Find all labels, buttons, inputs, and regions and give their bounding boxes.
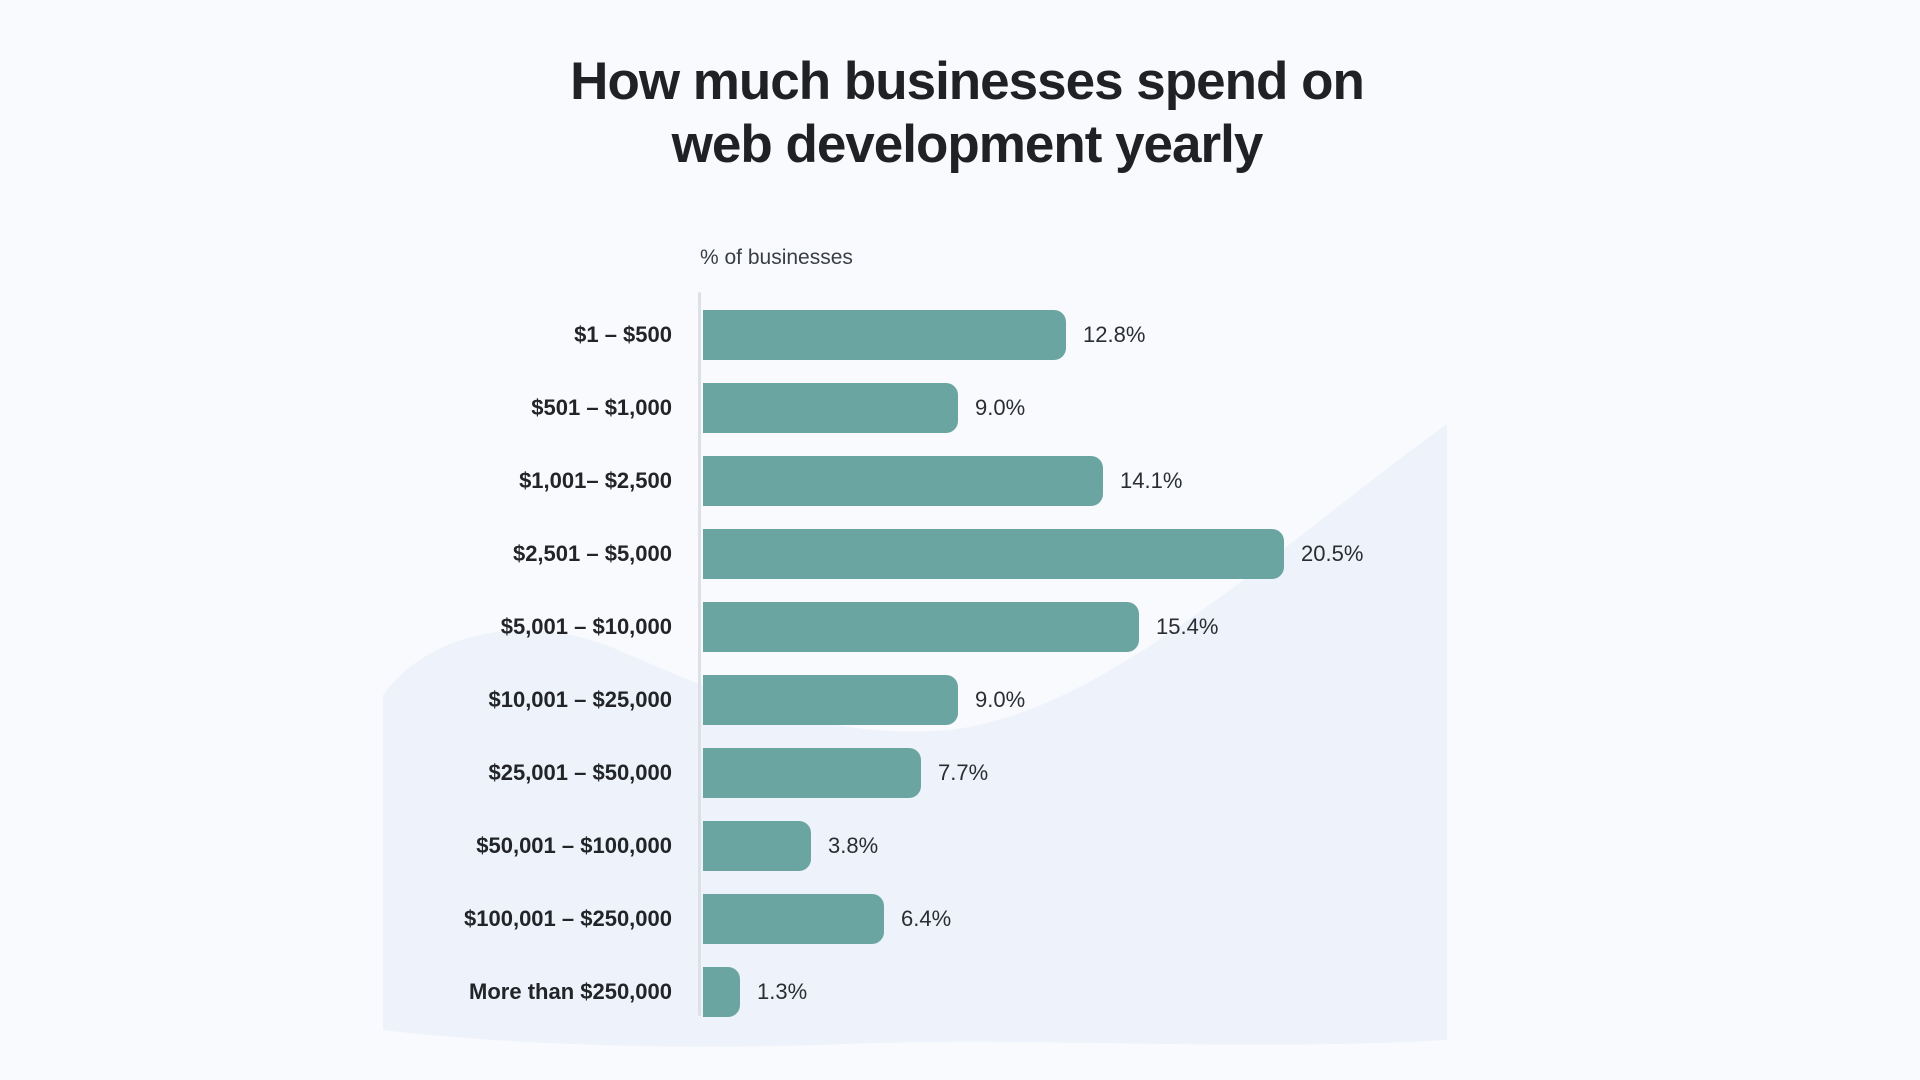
value-label: 12.8% [1083,321,1146,347]
bar-area: 15.4% [703,601,1920,652]
bar-chart-rows: $1 – $500 12.8% $501 – $1,000 9.0% $1,001– $… [0,298,1920,1028]
chart-row: $1,001– $2,500 14.1% [0,444,1920,517]
bar [703,528,1284,579]
bar-area: 14.1% [703,455,1920,506]
value-label: 15.4% [1156,613,1219,639]
bar [703,601,1139,652]
bar [703,966,740,1017]
value-label: 3.8% [828,832,879,858]
category-label: $50,001 – $100,000 [476,832,672,858]
value-label: 7.7% [938,759,989,785]
category-label: More than $250,000 [469,978,672,1004]
category-label: $1 – $500 [574,321,672,347]
chart-title-line1: How much businesses spend on [570,52,1365,111]
bar-area: 3.8% [703,820,1920,871]
category-label: $501 – $1,000 [531,394,672,420]
value-label: 6.4% [901,905,952,931]
chart-row: $25,001 – $50,000 7.7% [0,736,1920,809]
chart-row: $100,001 – $250,000 6.4% [0,882,1920,955]
axis-label: % of businesses [700,246,853,269]
category-label: $5,001 – $10,000 [500,613,672,639]
axis-line [698,292,701,1016]
bar [703,820,811,871]
value-label: 9.0% [975,686,1026,712]
chart-row: $10,001 – $25,000 9.0% [0,663,1920,736]
bar [703,455,1103,506]
value-label: 1.3% [757,978,808,1004]
category-label: $1,001– $2,500 [519,467,672,493]
bar-chart: $1 – $500 12.8% $501 – $1,000 9.0% $1,001– $… [0,292,1920,1028]
chart-row: $501 – $1,000 9.0% [0,371,1920,444]
chart-row: $50,001 – $100,000 3.8% [0,809,1920,882]
bar-area: 12.8% [703,309,1920,360]
category-label: $100,001 – $250,000 [464,905,672,931]
value-label: 20.5% [1301,540,1364,566]
chart-row: $5,001 – $10,000 15.4% [0,590,1920,663]
bar [703,382,958,433]
bar-area: 1.3% [703,966,1920,1017]
category-label: $10,001 – $25,000 [488,686,672,712]
bar-area: 20.5% [703,528,1920,579]
chart-title-line2: web development yearly [671,115,1264,174]
bar-area: 6.4% [703,893,1920,944]
bar [703,893,884,944]
value-label: 14.1% [1120,467,1183,493]
chart-row: $1 – $500 12.8% [0,298,1920,371]
bar-area: 7.7% [703,747,1920,798]
bar [703,674,958,725]
bar [703,747,921,798]
value-label: 9.0% [975,394,1026,420]
chart-row: $2,501 – $5,000 20.5% [0,517,1920,590]
category-label: $2,501 – $5,000 [512,540,672,566]
bar [703,309,1066,360]
bar-area: 9.0% [703,674,1920,725]
chart-title: How much businesses spend on web develop… [0,50,1920,176]
category-label: $25,001 – $50,000 [488,759,672,785]
bar-area: 9.0% [703,382,1920,433]
chart-row: More than $250,000 1.3% [0,955,1920,1028]
